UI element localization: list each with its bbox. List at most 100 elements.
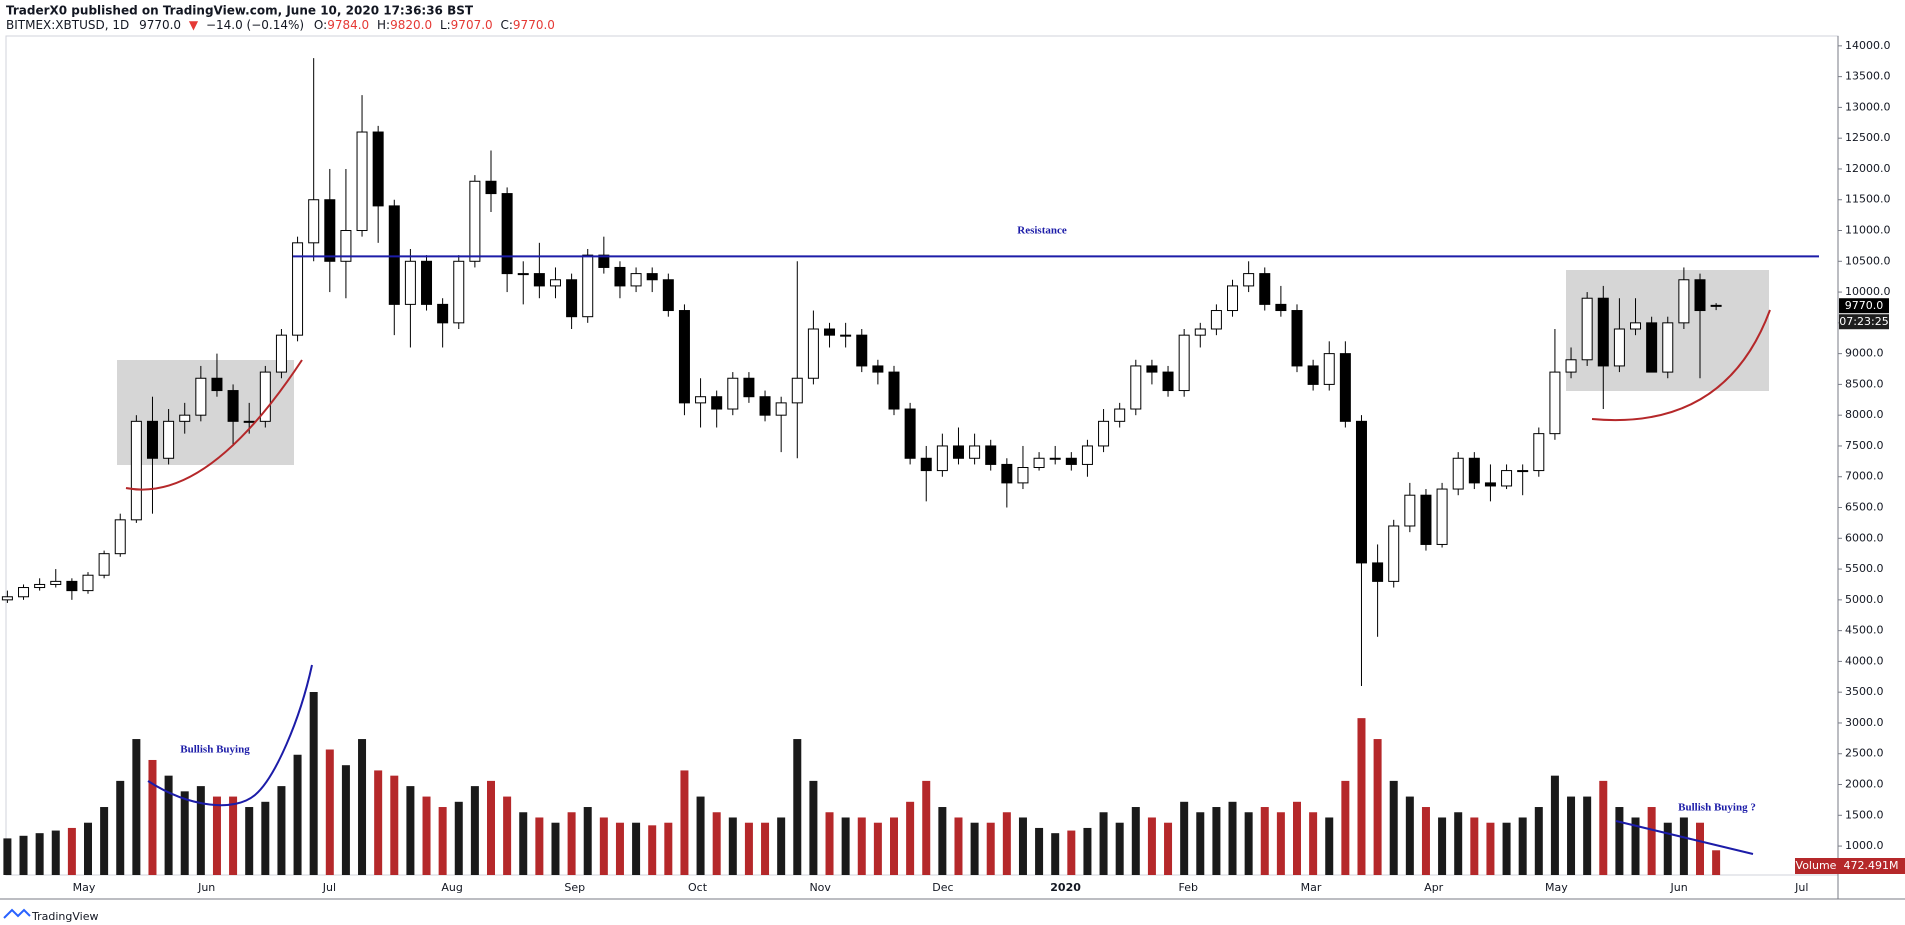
- candle-body: [146, 420, 158, 459]
- volume-bar: [1051, 833, 1060, 875]
- candle-body: [1678, 279, 1690, 324]
- volume-bar: [1035, 827, 1044, 875]
- volume-bar: [245, 807, 254, 875]
- volume-bar: [261, 801, 270, 875]
- ohlc-label: L:: [440, 18, 451, 32]
- candle-body: [243, 420, 255, 423]
- volume-bar: [954, 817, 963, 875]
- volume-bar: [229, 796, 238, 875]
- candle-body: [711, 396, 723, 410]
- ohlc-value: 9820.0: [390, 18, 432, 32]
- candle-body: [1307, 365, 1319, 385]
- volume-bar: [1421, 807, 1430, 875]
- y-tick-label: 14000.0: [1845, 39, 1891, 52]
- candle-body: [1662, 322, 1674, 373]
- volume-bar: [567, 812, 576, 875]
- y-tick-label: 7000.0: [1845, 470, 1884, 483]
- candle-body: [1081, 445, 1093, 465]
- candle-body: [759, 396, 771, 416]
- candle-body: [1323, 353, 1335, 385]
- volume-bar: [341, 765, 350, 875]
- x-tick-label: May: [73, 881, 96, 894]
- volume-bar: [615, 822, 624, 875]
- candle-body: [372, 131, 384, 207]
- candle-body: [356, 131, 368, 232]
- candle-body: [227, 390, 239, 422]
- volume-bar: [438, 807, 447, 875]
- volume-bar: [19, 835, 28, 875]
- x-tick-label: Feb: [1179, 881, 1198, 894]
- y-tick-label: 1500.0: [1845, 808, 1884, 821]
- volume-bar: [1083, 827, 1092, 875]
- candle-body: [308, 199, 320, 244]
- candle-body: [582, 254, 594, 318]
- candle-body: [501, 193, 513, 275]
- candle-body: [1130, 365, 1142, 410]
- volume-bar: [1357, 718, 1366, 875]
- volume-bar: [1309, 812, 1318, 875]
- volume-bar: [1454, 812, 1463, 875]
- ohlc-label: C:: [501, 18, 513, 32]
- annotation: Bullish Buying: [180, 744, 250, 756]
- y-tick-label: 2500.0: [1845, 747, 1884, 760]
- y-tick-label: 8500.0: [1845, 377, 1884, 390]
- candle-body: [275, 334, 287, 373]
- candle-body: [1259, 273, 1271, 305]
- y-tick-label: 6000.0: [1845, 531, 1884, 544]
- candle-body: [1581, 297, 1593, 361]
- price-badge-label: 9770.0: [1845, 299, 1884, 312]
- volume-bar: [922, 780, 931, 875]
- volume-bar: [164, 775, 173, 875]
- change-arrow: ▼: [189, 18, 199, 32]
- candle-body: [566, 279, 578, 318]
- volume-badge: [1838, 858, 1905, 874]
- candle-body: [727, 377, 739, 410]
- candle-body: [18, 587, 30, 598]
- volume-bar: [1696, 822, 1704, 875]
- volume-bar: [519, 812, 528, 875]
- y-tick-label: 5000.0: [1845, 593, 1884, 606]
- x-tick-label: Sep: [564, 881, 585, 894]
- volume-bar: [1196, 812, 1205, 875]
- volume-bar: [825, 812, 834, 875]
- countdown: 07:23:25: [1839, 315, 1888, 328]
- volume-bar: [1228, 801, 1237, 875]
- volume-bar: [1438, 817, 1447, 875]
- candle-body: [1646, 322, 1658, 373]
- y-tick-label: 2000.0: [1845, 778, 1884, 791]
- volume-bar: [1018, 817, 1027, 875]
- candle-body: [1420, 494, 1432, 545]
- candle-body: [1049, 457, 1061, 460]
- volume-bar: [212, 796, 221, 875]
- publisher: TraderX0 published on TradingView.com, J…: [6, 4, 474, 18]
- volume-bar: [599, 817, 608, 875]
- candle-body: [952, 445, 964, 459]
- candle-body: [179, 414, 191, 422]
- volume-bar: [374, 770, 383, 875]
- volume-bar: [1002, 812, 1011, 875]
- x-tick-label: Mar: [1301, 881, 1322, 894]
- candle-body: [1630, 322, 1642, 330]
- volume-bar: [454, 801, 463, 875]
- volume-bar: [1373, 739, 1382, 875]
- candle-body: [936, 445, 948, 472]
- candle-body: [1017, 467, 1029, 484]
- volume-bar: [1712, 850, 1721, 875]
- volume-bar: [1679, 817, 1688, 875]
- volume-bar: [970, 822, 979, 875]
- candle-body: [1501, 470, 1513, 487]
- candle-body: [34, 583, 46, 589]
- volume-bar: [1534, 807, 1543, 875]
- candle-body: [163, 420, 175, 459]
- volume-bar: [1293, 801, 1301, 875]
- volume-bar: [1518, 817, 1527, 875]
- volume-bar: [1244, 812, 1253, 875]
- marks: [1, 58, 1722, 875]
- trend-curve: [1591, 309, 1771, 421]
- volume-bar: [873, 822, 882, 875]
- candle-body: [533, 273, 545, 287]
- volume-bar: [309, 692, 318, 875]
- volume-bar: [1260, 807, 1269, 875]
- candle-body: [840, 334, 852, 337]
- candle-body: [1210, 310, 1222, 330]
